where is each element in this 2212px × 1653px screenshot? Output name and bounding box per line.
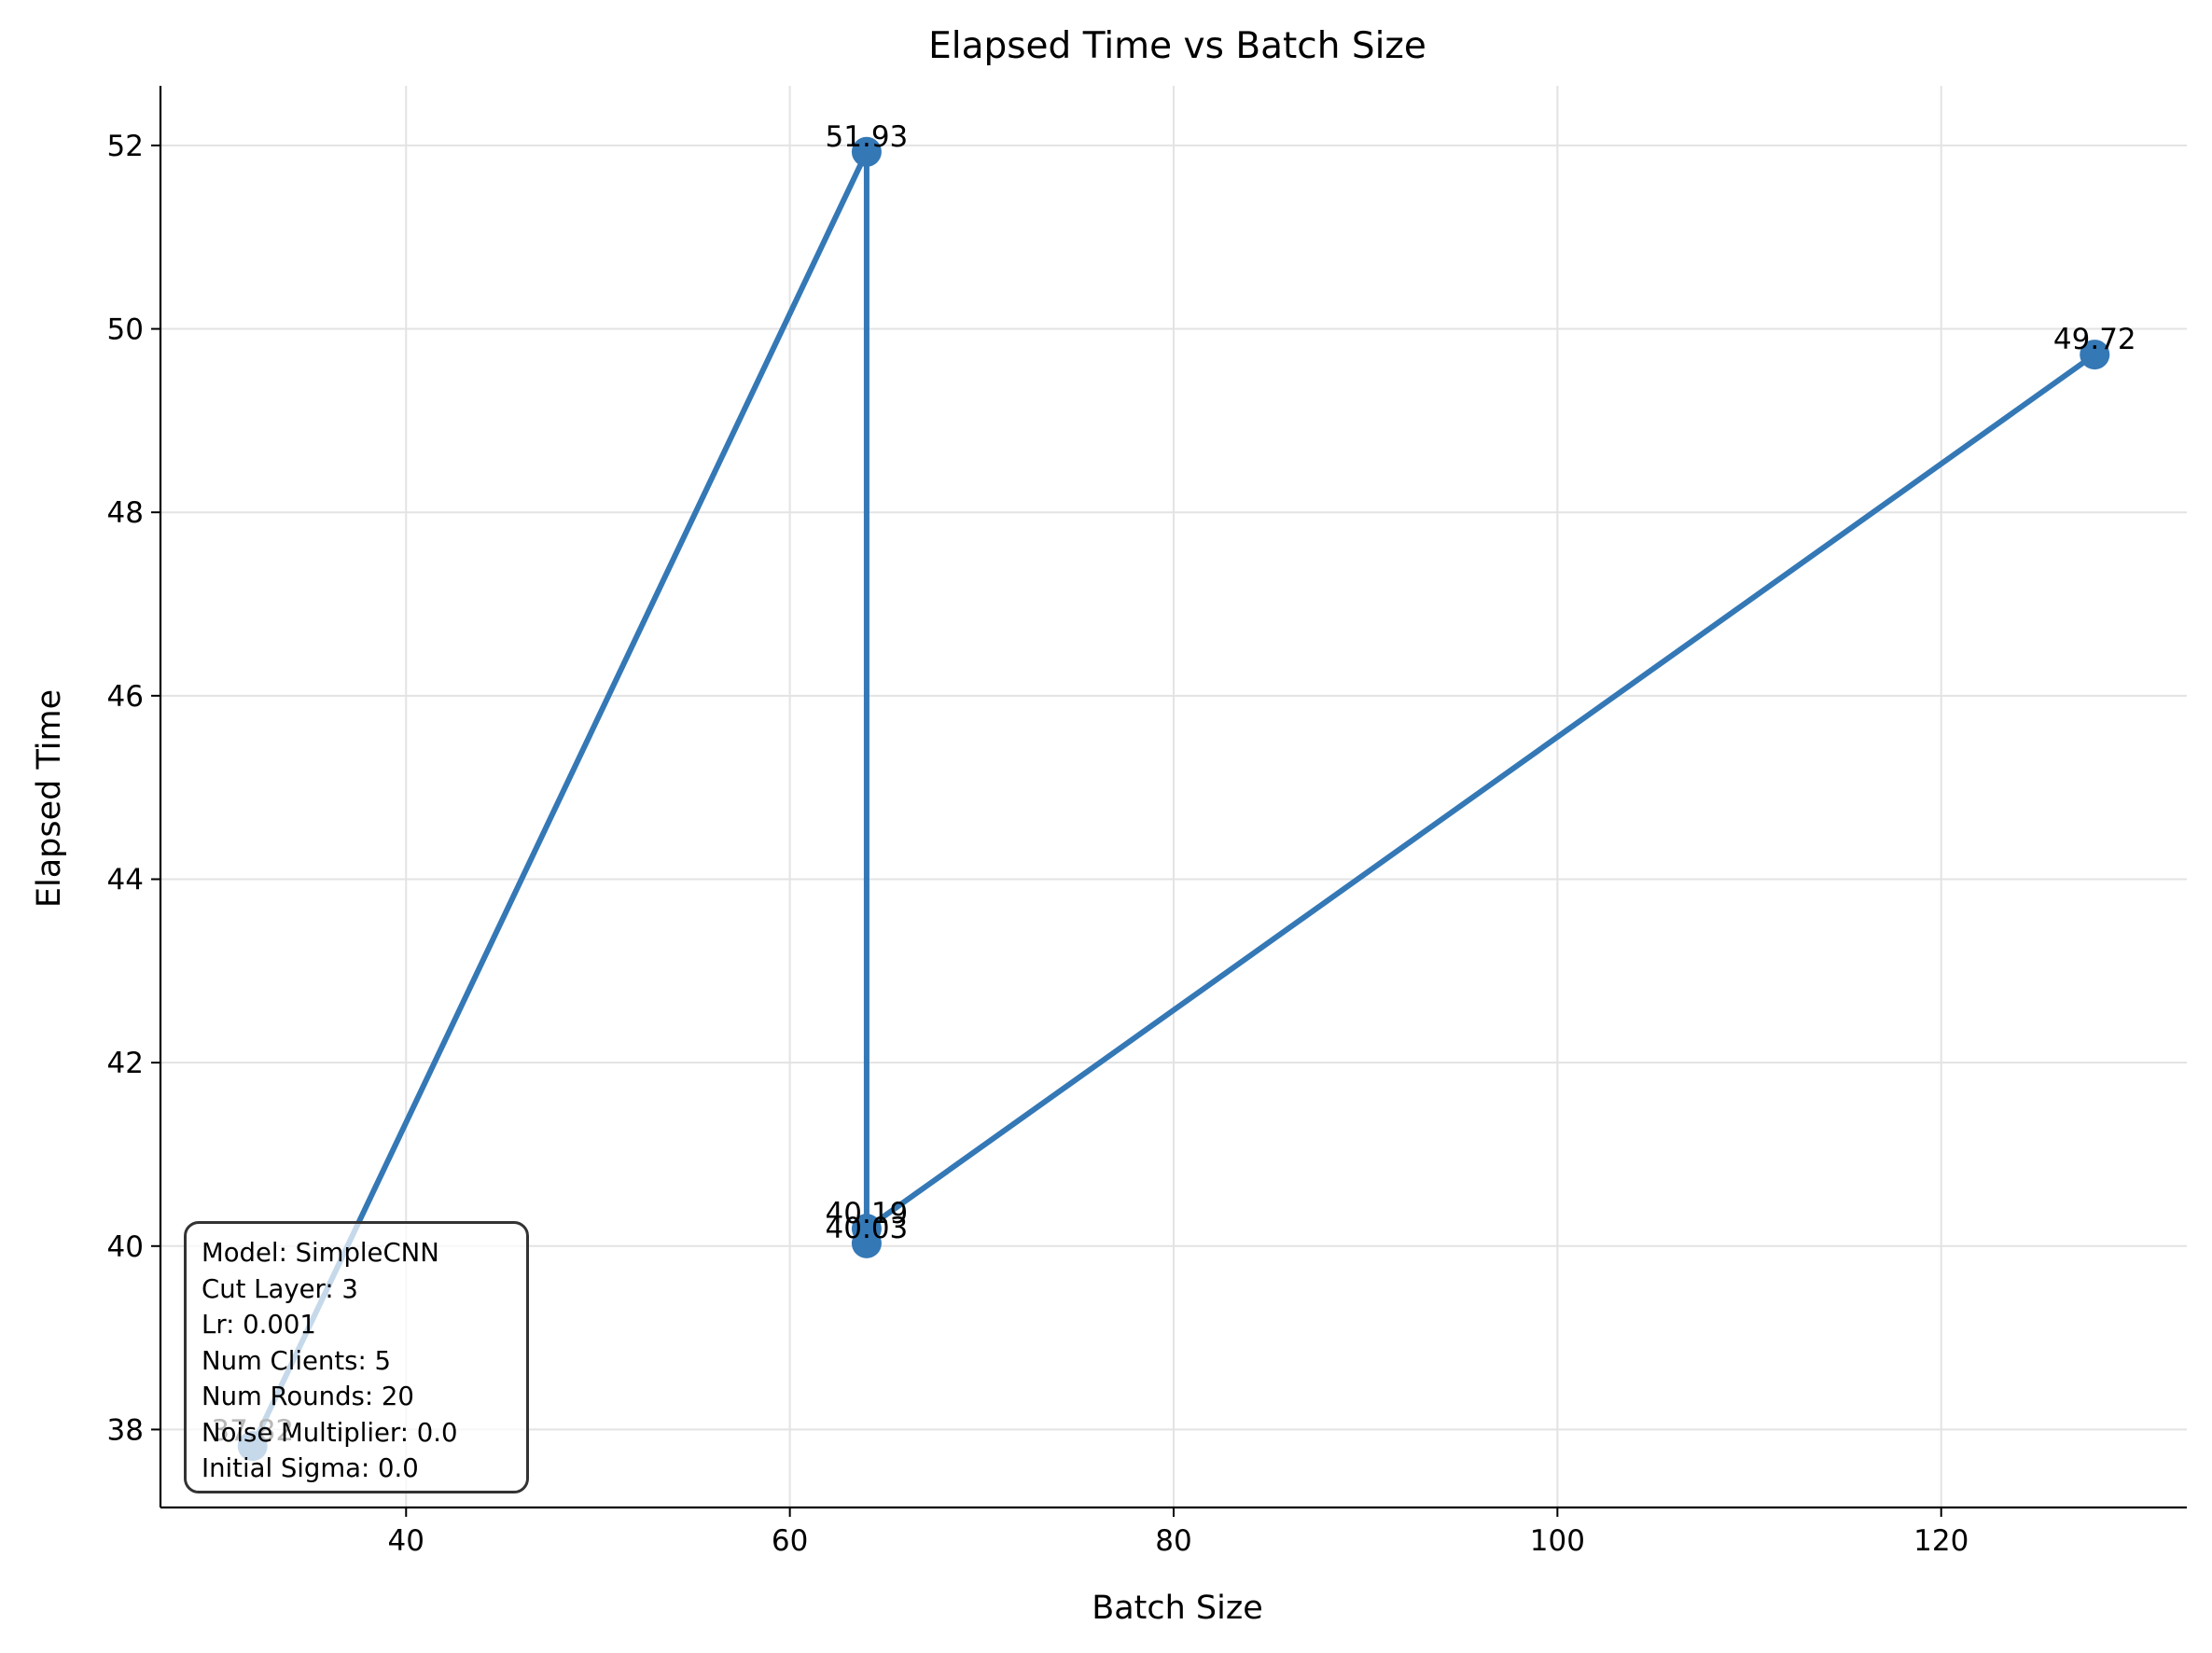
x-tick-label: 120 xyxy=(1913,1524,1969,1558)
chart-title: Elapsed Time vs Batch Size xyxy=(928,25,1426,67)
y-tick-label: 50 xyxy=(107,313,144,347)
info-num-rounds: Num Rounds: 20 xyxy=(202,1382,414,1411)
x-tick-label: 60 xyxy=(772,1524,808,1558)
x-axis-title: Batch Size xyxy=(1092,1590,1263,1627)
x-tick-label: 100 xyxy=(1530,1524,1585,1558)
y-axis-title: Elapsed Time xyxy=(31,689,68,908)
info-noise-multiplier: Noise Multiplier: 0.0 xyxy=(202,1417,458,1448)
x-tick-label: 40 xyxy=(388,1524,424,1558)
data-point xyxy=(851,136,882,167)
x-tick-label: 80 xyxy=(1155,1524,1191,1558)
data-point xyxy=(2080,340,2110,370)
y-tick-label: 48 xyxy=(107,496,144,530)
data-label: 40.03 xyxy=(826,1212,909,1245)
info-model: Model: SimpleCNN xyxy=(202,1238,439,1268)
y-tick-label: 46 xyxy=(107,680,144,714)
parameters-info-box: Model: SimpleCNN Cut Layer: 3 Lr: 0.001 … xyxy=(184,1221,529,1493)
y-tick-label: 42 xyxy=(107,1047,144,1080)
y-tick-label: 38 xyxy=(107,1413,144,1447)
series-elapsed-time xyxy=(237,136,2110,1462)
info-cut-layer: Cut Layer: 3 xyxy=(202,1273,358,1304)
info-lr: Lr: 0.001 xyxy=(202,1310,316,1340)
data-label: 49.72 xyxy=(2053,323,2136,356)
x-gridlines xyxy=(405,86,1942,1507)
data-point xyxy=(851,1214,882,1244)
x-axis-ticks: 40 60 80 100 120 xyxy=(388,1507,1969,1558)
data-label: 40.19 xyxy=(826,1197,909,1230)
data-label: 51.93 xyxy=(826,120,909,154)
y-tick-label: 52 xyxy=(107,130,144,163)
y-tick-label: 44 xyxy=(107,863,144,896)
y-tick-label: 40 xyxy=(107,1230,144,1264)
info-initial-sigma: Initial Sigma: 0.0 xyxy=(202,1453,419,1483)
y-axis-ticks: 38 40 42 44 46 48 50 52 xyxy=(107,130,160,1447)
info-num-clients: Num Clients: 5 xyxy=(202,1345,391,1376)
